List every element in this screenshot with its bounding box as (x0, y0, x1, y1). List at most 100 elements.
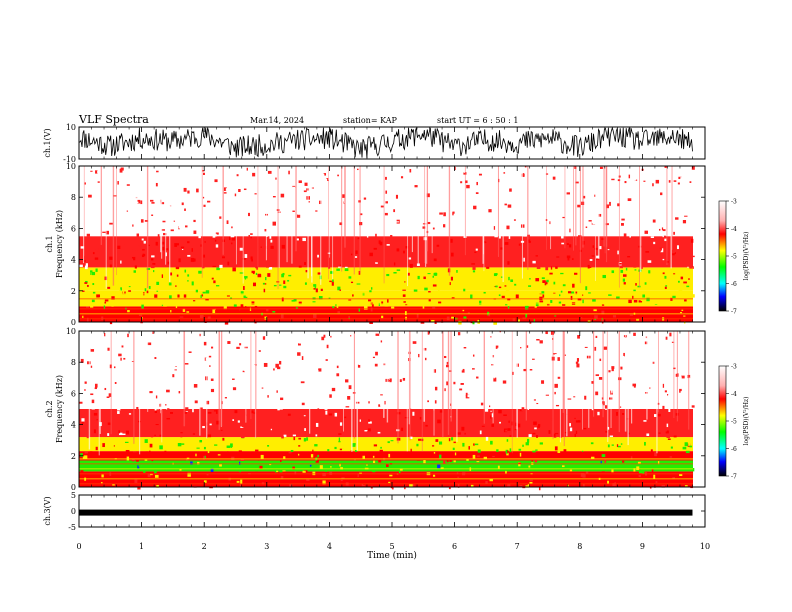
ch2-spectrogram-speckle (147, 346, 150, 350)
ch2-spectrogram-speckle (671, 461, 675, 465)
ch2-spectrogram-speckle (87, 332, 89, 336)
ch2-spectrogram-speckle (250, 338, 253, 341)
ch1-spectrogram-speckle (396, 248, 400, 252)
ch1-spectrogram-speckle (360, 213, 363, 216)
ch2-spectrogram-speckle (573, 365, 576, 368)
ch2-spectrogram-speckle (567, 398, 572, 400)
ch2-spectrogram-cells (79, 331, 696, 491)
ch1-spectrogram-speckle (542, 309, 546, 313)
ch2-spectrogram-speckle (611, 366, 615, 369)
ch1-spectrogram-speckle (545, 281, 548, 285)
ch1-spectrogram-speckle (666, 187, 670, 191)
ch1-spectrogram-speckle (335, 197, 339, 201)
ch2-spectrogram-speckle (362, 346, 365, 349)
ch1-spectrogram-speckle (195, 167, 198, 169)
ch2-spectrogram-speckle (685, 450, 690, 454)
ch1-spectrogram-speckle (613, 318, 617, 321)
ch1-spectrogram-speckle (570, 295, 573, 300)
ch2-spectrogram-speckle (485, 396, 488, 400)
ch1-spectrogram-speckle (577, 204, 581, 208)
ch2-spectrogram-speckle (113, 445, 115, 447)
ch1-spectrogram-speckle (535, 255, 538, 257)
ch1-spectrogram-speckle (341, 226, 344, 229)
ch1-spectrogram-speckle (158, 201, 162, 203)
ch2-spectrogram-speckle (473, 443, 475, 446)
ch1-spectrogram-speckle (97, 181, 100, 183)
ch1-spectrogram-speckle (529, 278, 531, 280)
ch1-spectrogram-speckle (275, 203, 277, 208)
ch2-spectrogram-speckle (297, 342, 301, 346)
ch2-spectrogram-speckle (467, 395, 470, 398)
ch2-spectrogram-speckle (681, 375, 685, 379)
ch2-spectrogram-speckle (490, 410, 492, 412)
ch2-spectrogram-speckle (563, 355, 568, 358)
ch1-spectrogram-speckle (104, 301, 107, 304)
ch1-spectrogram-speckle (287, 246, 290, 248)
ch1-spectrogram-speckle (187, 190, 190, 194)
ch1-spectrogram-speckle (181, 202, 184, 206)
ch2-spectrogram-speckle (339, 463, 341, 467)
ch1-spectrogram-speckle (385, 201, 388, 204)
ch1-spectrogram-speckle (190, 185, 194, 187)
ch1-spectrogram-speckle (193, 191, 196, 194)
ch2-spectrogram-speckle (680, 391, 684, 395)
ch1-spectrogram-speckle (423, 276, 426, 280)
ch2-spectrogram-speckle (336, 419, 339, 423)
ch1-spectrogram-speckle (272, 311, 276, 313)
ch1-spectrogram-speckle (424, 287, 428, 291)
ch2-spectrogram-speckle (299, 462, 303, 465)
ch1-spectrogram-speckle (336, 268, 340, 271)
ch1-spectrogram-speckle (337, 233, 339, 236)
ch1-spectrogram-speckle (207, 200, 211, 203)
ch1-spectrogram-speckle (293, 258, 296, 262)
ch1-spectrogram-speckle (404, 281, 406, 283)
ch1-spectrogram-speckle (502, 293, 504, 296)
ch2-spectrogram-speckle (575, 361, 579, 364)
ch1-spectrogram-speckle (313, 284, 317, 287)
ch1-spectrogram-speckle (509, 212, 511, 216)
ch1-spectrogram-speckle (368, 213, 372, 216)
ch1-spectrogram-speckle (244, 276, 248, 279)
ch1-spectrogram-speckle (387, 249, 389, 252)
ch2-spectrogram-speckle (169, 483, 172, 487)
ch1-spectrogram-speckle (555, 244, 559, 249)
ch1-spectrogram-speckle (429, 309, 432, 312)
ch1-spectrogram-speckle (161, 241, 165, 245)
ch1-spectrogram-speckle (339, 217, 343, 220)
ch1-spectrogram-speckle (122, 244, 125, 247)
ch2-spectrogram-speckle (388, 481, 391, 484)
ch2-spectrogram-speckle (411, 429, 415, 432)
ch2-spectrogram-speckle (298, 437, 302, 440)
ch2-spectrogram-speckle (434, 386, 438, 391)
ch2-spectrogram-speckle (503, 354, 506, 356)
ch1-spectrogram-speckle (236, 174, 239, 177)
ch1-spectrogram-speckle (590, 186, 594, 189)
ch1-spectrogram-speckle (90, 170, 93, 172)
ch2-spectrogram-speckle (157, 334, 161, 337)
ch2-spectrogram-speckle (439, 463, 443, 467)
ch1-spectrogram-speckle (673, 189, 676, 192)
ch2-spectrogram-speckle (541, 380, 545, 384)
ch2-spectrogram-speckle (184, 480, 186, 483)
ch2-spectrogram-ytick-label: 4 (71, 421, 76, 430)
ch2-spectrogram-speckle (548, 430, 551, 434)
ch2-spectrogram-speckle (229, 418, 233, 421)
ch2-spectrogram-speckle (521, 407, 525, 412)
ch1-spectrogram-speckle (293, 298, 297, 302)
panel-ch3-waveform: 50-5ch.3(V) (43, 491, 706, 532)
ch1-spectrogram-speckle (402, 293, 406, 297)
ch2-spectrogram-speckle (84, 455, 88, 459)
ch2-spectrogram-speckle (94, 387, 97, 390)
ch1-spectrogram-speckle (228, 178, 233, 181)
ch1-spectrogram-speckle (152, 249, 155, 251)
ch1-spectrogram-speckle (126, 230, 129, 233)
ch2-spectrogram-speckle (673, 435, 677, 438)
ch1-spectrogram-speckle (127, 310, 130, 313)
ch1-spectrogram-speckle (211, 194, 214, 197)
ch1-spectrogram-speckle (662, 272, 665, 275)
ch2-spectrogram-band-2 (79, 451, 693, 461)
ch1-spectrogram-speckle (122, 187, 126, 192)
ch2-spectrogram-speckle (411, 484, 415, 487)
ch1-spectrogram-speckle (652, 183, 654, 187)
ch2-spectrogram-speckle (417, 359, 421, 362)
